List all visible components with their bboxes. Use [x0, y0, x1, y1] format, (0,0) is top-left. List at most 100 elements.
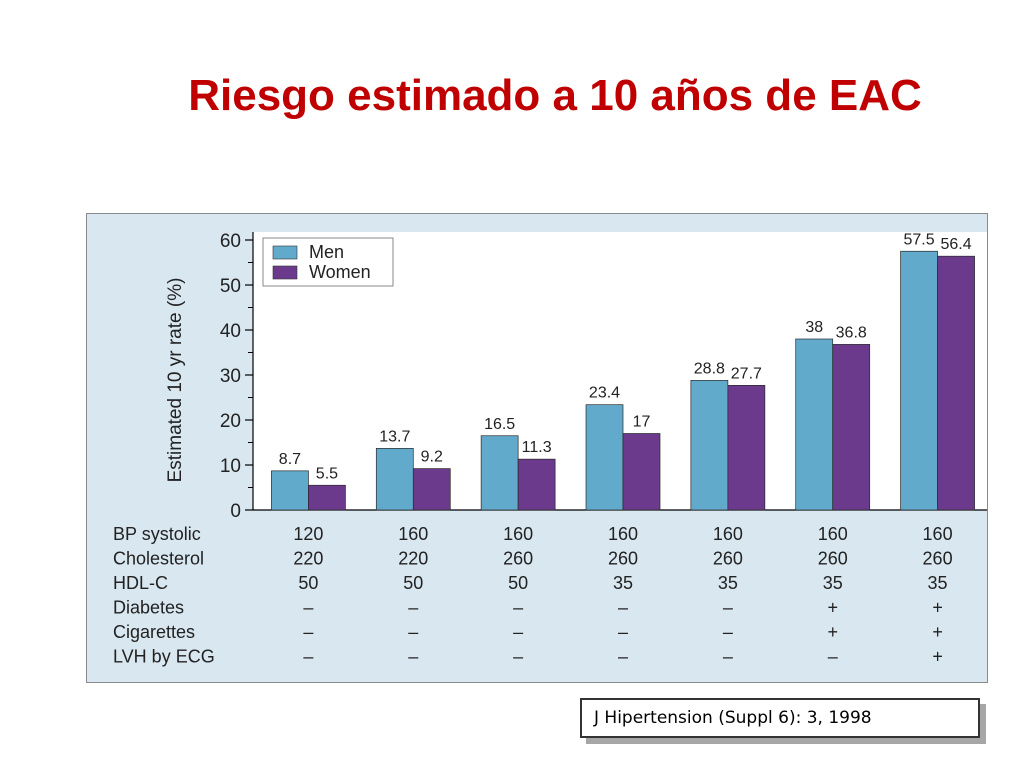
- bar-women: [517, 458, 556, 511]
- data-label-women: 11.3: [522, 439, 552, 456]
- risk-cell: –: [723, 622, 733, 642]
- bar-men: [375, 448, 414, 511]
- data-label-women: 36.8: [836, 324, 867, 341]
- bar-groups: 8.7 5.5 13.7 9.2 16.5 11.3 23.4 17 28.8 27.7 38 36.…: [271, 231, 975, 511]
- risk-cell: 260: [923, 549, 953, 569]
- risk-row-label: Diabetes: [113, 598, 184, 618]
- legend-swatch-men: [272, 245, 298, 260]
- data-label-men: 23.4: [589, 385, 620, 402]
- bar-group: 28.8 27.7: [690, 360, 766, 511]
- bar-chart: 0 10 20 30 40 50 60 Estimated 10 yr rate (%) 8…: [113, 231, 987, 667]
- data-label-women: 17: [633, 414, 651, 431]
- bar-men: [795, 338, 834, 511]
- data-label-men: 38: [805, 319, 823, 336]
- risk-cell: 260: [503, 549, 533, 569]
- risk-row-label: LVH by ECG: [113, 647, 215, 667]
- risk-cell: –: [513, 647, 523, 667]
- bar-men: [690, 380, 729, 511]
- bar-group: 23.4 17: [585, 385, 661, 511]
- risk-cell: 35: [613, 573, 633, 593]
- risk-cell: –: [408, 622, 418, 642]
- bar-women: [412, 468, 451, 511]
- risk-cell: 160: [503, 524, 533, 544]
- risk-cell: –: [303, 622, 313, 642]
- bar-women: [727, 385, 766, 511]
- data-label-women: 5.5: [316, 465, 338, 482]
- legend-label-men: Men: [309, 242, 344, 262]
- y-tick-label: 40: [220, 321, 241, 342]
- risk-cell: 50: [298, 573, 318, 593]
- risk-cell: –: [303, 647, 313, 667]
- citation-box: J Hipertension (Suppl 6): 3, 1998: [580, 698, 980, 738]
- bar-men: [900, 250, 938, 511]
- bar-women: [622, 433, 661, 511]
- data-label-men: 8.7: [279, 451, 301, 468]
- risk-cell: –: [408, 598, 418, 618]
- legend-label-women: Women: [309, 262, 371, 282]
- y-tick-label: 60: [220, 231, 241, 252]
- risk-cell: 50: [508, 573, 528, 593]
- bar-group: 16.5 11.3: [480, 416, 556, 511]
- risk-cell: –: [723, 647, 733, 667]
- risk-cell: –: [828, 647, 838, 667]
- risk-cell: 260: [608, 549, 638, 569]
- y-tick-label: 20: [220, 411, 241, 432]
- data-label-men: 16.5: [484, 416, 515, 433]
- slide-title: Riesgo estimado a 10 años de EAC: [188, 71, 922, 120]
- risk-cell: +: [932, 647, 943, 667]
- risk-cell: 120: [293, 524, 323, 544]
- risk-cell: –: [513, 622, 523, 642]
- risk-cell: –: [303, 598, 313, 618]
- risk-cell: 260: [713, 549, 743, 569]
- bar-men: [585, 404, 624, 511]
- y-tick-label: 10: [220, 456, 241, 477]
- data-label-men: 13.7: [379, 428, 410, 445]
- bar-women: [832, 344, 871, 511]
- risk-cell: 35: [718, 573, 738, 593]
- risk-cell: –: [618, 622, 628, 642]
- bar-men: [480, 435, 519, 511]
- risk-cell: 160: [398, 524, 428, 544]
- risk-cell: 260: [818, 549, 848, 569]
- risk-row-label: Cigarettes: [113, 622, 195, 642]
- data-label-women: 9.2: [421, 449, 443, 466]
- risk-cell: –: [723, 598, 733, 618]
- data-label-men: 57.5: [904, 231, 935, 248]
- risk-cell: 160: [923, 524, 953, 544]
- legend-swatch-women: [272, 265, 298, 280]
- risk-row-label: Cholesterol: [113, 549, 204, 569]
- risk-cell: 220: [398, 549, 428, 569]
- risk-cell: 160: [818, 524, 848, 544]
- data-label-women: 56.4: [941, 236, 972, 253]
- risk-cell: –: [618, 598, 628, 618]
- bar-women: [937, 255, 975, 511]
- risk-row-label: BP systolic: [113, 524, 201, 544]
- risk-cell: –: [513, 598, 523, 618]
- risk-cell: +: [827, 598, 838, 618]
- risk-cell: –: [408, 647, 418, 667]
- risk-cell: +: [932, 622, 943, 642]
- y-tick-label: 0: [230, 501, 241, 522]
- risk-cell: 160: [608, 524, 638, 544]
- y-axis-title: Estimated 10 yr rate (%): [165, 278, 186, 483]
- risk-factor-table: BP systolic 120 160 160 160 160 160 160 Choleste…: [113, 524, 953, 667]
- risk-cell: 35: [823, 573, 843, 593]
- figure-panel: 0 10 20 30 40 50 60 Estimated 10 yr rate (%) 8…: [86, 213, 988, 683]
- bar-group: 8.7 5.5: [271, 451, 346, 511]
- bar-group: 13.7 9.2: [375, 428, 451, 511]
- risk-cell: –: [618, 647, 628, 667]
- data-label-women: 27.7: [731, 365, 762, 382]
- bar-group: 57.5 56.4: [900, 231, 975, 511]
- risk-cell: 220: [293, 549, 323, 569]
- data-label-men: 28.8: [694, 360, 725, 377]
- bar-men: [271, 470, 309, 511]
- y-axis-ticks: 0 10 20 30 40 50 60: [220, 231, 253, 522]
- risk-cell: 160: [713, 524, 743, 544]
- legend: Men Women: [262, 237, 394, 287]
- risk-cell: +: [827, 622, 838, 642]
- risk-cell: 35: [928, 573, 948, 593]
- bar-group: 38 36.8: [795, 319, 871, 511]
- y-tick-label: 50: [220, 276, 241, 297]
- risk-cell: 50: [403, 573, 423, 593]
- y-tick-label: 30: [220, 366, 241, 387]
